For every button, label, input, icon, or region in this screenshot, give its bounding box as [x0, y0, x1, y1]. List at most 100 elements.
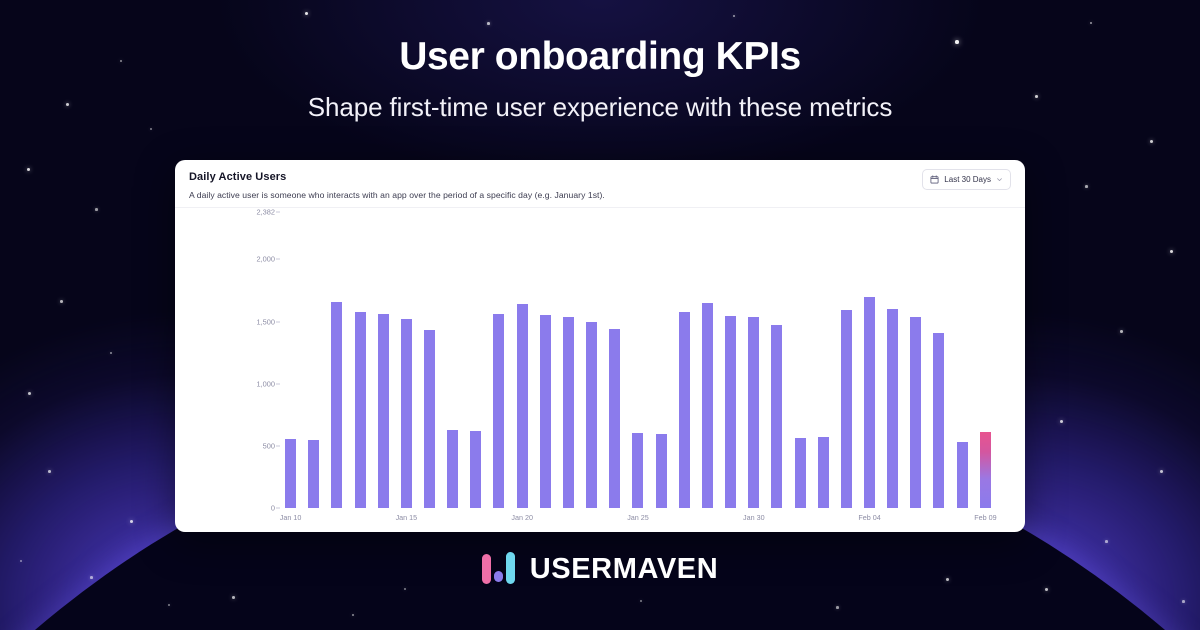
bar-slot	[325, 212, 348, 508]
bar[interactable]	[539, 315, 551, 508]
bar[interactable]	[840, 310, 852, 508]
bar-slot	[858, 212, 881, 508]
bar-slot	[974, 212, 997, 508]
bar-slot	[881, 212, 904, 508]
bar-slot	[696, 212, 719, 508]
brand-logo: USERMAVEN	[0, 552, 1200, 586]
bar-slot	[603, 212, 626, 508]
y-axis-tick	[276, 445, 280, 447]
y-axis-label: 2,000	[256, 254, 276, 264]
bar-slot	[765, 212, 788, 508]
bar[interactable]	[817, 437, 829, 508]
bar[interactable]	[285, 439, 297, 508]
card-header: Daily Active Users A daily active user i…	[175, 160, 1025, 208]
bar[interactable]	[354, 311, 366, 508]
bar-slot	[951, 212, 974, 508]
bar-slot	[534, 212, 557, 508]
bar-slot	[626, 212, 649, 508]
bar[interactable]	[632, 433, 644, 508]
bar[interactable]	[701, 302, 713, 508]
bar-slot	[904, 212, 927, 508]
chart-plot-area: 0 500 1,000 1,500 2,000 2,382 Jan 10 Jan 15 Jan…	[175, 208, 1025, 532]
y-axis-tick	[276, 321, 280, 323]
usermaven-logo-icon	[481, 552, 520, 586]
y-axis-label: 1,000	[256, 379, 276, 389]
bar-slot	[279, 212, 302, 508]
bar-slot	[441, 212, 464, 508]
brand-name: USERMAVEN	[529, 552, 719, 585]
bar-slot	[812, 212, 835, 508]
y-axis-tick	[276, 507, 280, 509]
x-axis-label: Jan 15	[395, 513, 418, 522]
y-axis-label: 0	[270, 503, 275, 513]
bar-slot	[302, 212, 325, 508]
y-axis-tick	[276, 383, 280, 385]
bar[interactable]	[470, 430, 482, 508]
bar-partial[interactable]	[979, 431, 991, 508]
card-description: A daily active user is someone who inter…	[189, 190, 605, 200]
bar[interactable]	[794, 438, 806, 508]
bar[interactable]	[956, 442, 968, 508]
x-axis-label: Feb 09	[974, 513, 997, 522]
calendar-icon	[930, 175, 939, 184]
bar-slot	[464, 212, 487, 508]
bar-slot	[487, 212, 510, 508]
bar-slot	[418, 212, 441, 508]
bar[interactable]	[516, 304, 528, 508]
bar-slot	[511, 212, 534, 508]
x-axis-label: Jan 10	[279, 513, 302, 522]
x-axis-label: Jan 25	[627, 513, 649, 522]
card-title: Daily Active Users	[189, 171, 287, 183]
bar-slot	[673, 212, 696, 508]
y-axis: 0 500 1,000 1,500 2,000 2,382	[213, 208, 280, 513]
x-axis: Jan 10 Jan 15 Jan 20 Jan 25 Jan 30 Feb 04 Feb …	[279, 508, 997, 532]
bar-slot	[742, 212, 765, 508]
bar[interactable]	[424, 330, 436, 508]
bar[interactable]	[725, 316, 737, 508]
bar[interactable]	[400, 319, 412, 508]
bar[interactable]	[863, 296, 875, 508]
bar[interactable]	[910, 316, 922, 508]
y-axis-tick	[276, 258, 280, 260]
y-axis-label: 1,500	[256, 317, 276, 327]
date-range-label: Last 30 Days	[944, 175, 991, 184]
x-axis-label: Feb 04	[858, 513, 881, 522]
bar[interactable]	[562, 316, 574, 508]
bar[interactable]	[748, 316, 760, 508]
page-subtitle: Shape first-time user experience with th…	[307, 92, 893, 122]
x-axis-label: Jan 20	[511, 513, 533, 522]
bar-slot	[395, 212, 418, 508]
y-axis-label: 2,382	[256, 207, 276, 217]
bar[interactable]	[933, 332, 945, 508]
chevron-down-icon	[997, 178, 1002, 181]
logo-dot-purple	[493, 571, 503, 582]
page-title: User onboarding KPIs	[399, 35, 801, 78]
logo-bar-pink	[481, 554, 491, 584]
bar[interactable]	[655, 434, 667, 508]
bar[interactable]	[331, 301, 343, 508]
y-axis-label: 500	[262, 441, 275, 451]
bar[interactable]	[771, 325, 783, 508]
logo-bar-cyan	[505, 552, 515, 584]
bar[interactable]	[887, 309, 899, 508]
bar-series	[279, 212, 997, 508]
bar[interactable]	[447, 429, 459, 508]
bar[interactable]	[609, 329, 621, 508]
card-divider	[175, 207, 1025, 208]
bar-slot	[835, 212, 858, 508]
bar[interactable]	[678, 311, 690, 508]
bar-slot	[580, 212, 603, 508]
bar-slot	[372, 212, 395, 508]
bar[interactable]	[377, 314, 389, 508]
bar-slot	[348, 212, 371, 508]
bar[interactable]	[586, 321, 598, 508]
x-axis-label: Jan 30	[743, 513, 765, 522]
bar-slot	[788, 212, 811, 508]
bar[interactable]	[493, 314, 505, 508]
bar-slot	[719, 212, 742, 508]
date-range-selector[interactable]: Last 30 Days	[922, 169, 1011, 190]
header: User onboarding KPIs Shape first-time us…	[0, 34, 1200, 123]
bar-slot	[557, 212, 580, 508]
bar-slot	[927, 212, 950, 508]
bar[interactable]	[308, 440, 320, 508]
